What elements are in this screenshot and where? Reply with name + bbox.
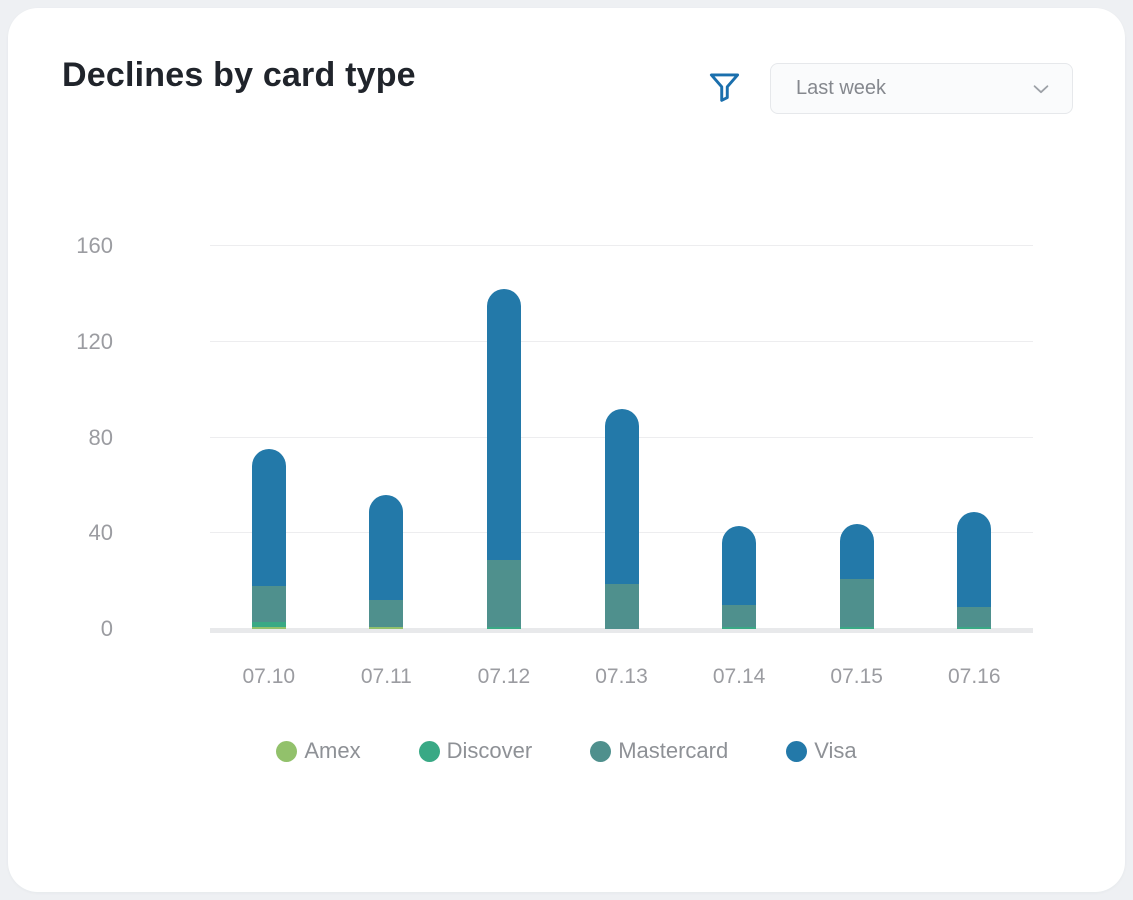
legend-label: Discover xyxy=(446,738,533,763)
plot-area: 07.10 07.11 07.12 07.13 07.14 07.15 07.16 xyxy=(210,245,1033,688)
bars-layer: 07.10 07.11 07.12 07.13 07.14 07.15 07.16 xyxy=(210,246,1033,688)
y-tick-label: 80 xyxy=(88,424,113,450)
legend-label: Amex xyxy=(304,738,361,763)
chart-legend: Amex Discover Mastercard Visa xyxy=(0,738,1133,764)
x-tick-label: 07.12 xyxy=(477,665,531,688)
x-tick-label: 07.10 xyxy=(242,665,296,688)
y-tick-label: 120 xyxy=(76,328,113,354)
legend-item-discover[interactable]: Discover xyxy=(418,738,533,764)
bar-segment-mastercard-07.12[interactable] xyxy=(486,559,521,627)
bar-segment-mastercard-07.14[interactable] xyxy=(722,605,757,627)
time-range-select[interactable]: Last week xyxy=(770,63,1073,114)
bar-segment-visa-07.12[interactable] xyxy=(486,289,521,560)
bar-segment-mastercard-07.13[interactable] xyxy=(604,583,639,629)
bar-segment-visa-07.10[interactable] xyxy=(251,449,286,586)
bar-07.13[interactable] xyxy=(604,408,639,629)
bar-segment-amex-07.10[interactable] xyxy=(251,626,286,629)
bar-column-07.13: 07.13 xyxy=(563,246,681,688)
funnel-icon xyxy=(706,68,743,105)
bar-07.14[interactable] xyxy=(722,526,757,629)
gridline-y-120 xyxy=(210,340,1033,342)
bar-segment-amex-07.11[interactable] xyxy=(369,626,404,629)
legend-item-mastercard[interactable]: Mastercard xyxy=(590,738,728,764)
bar-segment-visa-07.15[interactable] xyxy=(839,523,874,579)
y-axis-labels: 0 40 80 120 160 xyxy=(0,0,113,900)
bar-segment-discover-07.14[interactable] xyxy=(722,626,757,629)
legend-dot-visa xyxy=(786,740,808,762)
bar-column-07.15: 07.15 xyxy=(798,246,916,688)
bar-segment-visa-07.13[interactable] xyxy=(604,408,639,584)
bar-segment-mastercard-07.10[interactable] xyxy=(251,585,286,622)
bar-segment-mastercard-07.11[interactable] xyxy=(369,600,404,627)
x-tick-label: 07.15 xyxy=(830,665,883,688)
legend-dot-amex xyxy=(276,740,298,762)
bar-segment-discover-07.15[interactable] xyxy=(839,626,874,629)
legend-label: Visa xyxy=(814,738,857,763)
bar-07.11[interactable] xyxy=(369,494,404,629)
y-tick-label: 0 xyxy=(100,616,113,641)
bar-segment-visa-07.14[interactable] xyxy=(722,526,757,606)
x-tick-label: 07.14 xyxy=(712,665,766,688)
bar-segment-visa-07.11[interactable] xyxy=(369,494,404,601)
bar-segment-discover-07.16[interactable] xyxy=(957,626,992,629)
bar-column-07.11: 07.11 xyxy=(328,246,446,688)
page-title: Declines by card type xyxy=(62,56,416,94)
chevron-down-icon xyxy=(1030,78,1052,100)
chart-card xyxy=(8,8,1125,892)
bar-segment-visa-07.16[interactable] xyxy=(957,511,992,608)
bar-segment-discover-07.10[interactable] xyxy=(251,621,286,627)
bar-07.16[interactable] xyxy=(957,511,992,629)
y-tick-label: 40 xyxy=(88,520,113,546)
legend-item-amex[interactable]: Amex xyxy=(276,738,361,764)
bar-07.12[interactable] xyxy=(486,289,521,629)
bar-column-07.14: 07.14 xyxy=(680,246,798,688)
time-range-value: Last week xyxy=(796,77,887,99)
bar-segment-discover-07.12[interactable] xyxy=(486,626,521,629)
legend-dot-mastercard xyxy=(590,740,612,762)
bar-07.10[interactable] xyxy=(251,449,286,629)
bar-segment-mastercard-07.16[interactable] xyxy=(957,607,992,627)
bar-07.15[interactable] xyxy=(839,523,874,629)
x-tick-label: 07.16 xyxy=(947,665,1001,688)
bar-column-07.12: 07.12 xyxy=(445,246,563,688)
bar-segment-mastercard-07.15[interactable] xyxy=(839,578,874,627)
bar-column-07.16: 07.16 xyxy=(915,246,1033,688)
legend-dot-discover xyxy=(418,740,440,762)
legend-label: Mastercard xyxy=(618,738,729,763)
y-tick-label: 160 xyxy=(76,233,113,258)
x-axis-line xyxy=(210,628,1033,633)
x-tick-label: 07.11 xyxy=(360,665,412,688)
gridline-y-160 xyxy=(210,245,1033,246)
filter-button[interactable] xyxy=(700,62,748,110)
bar-column-07.10: 07.10 xyxy=(210,246,328,688)
legend-item-visa[interactable]: Visa xyxy=(786,738,857,764)
x-tick-label: 07.13 xyxy=(595,665,648,688)
